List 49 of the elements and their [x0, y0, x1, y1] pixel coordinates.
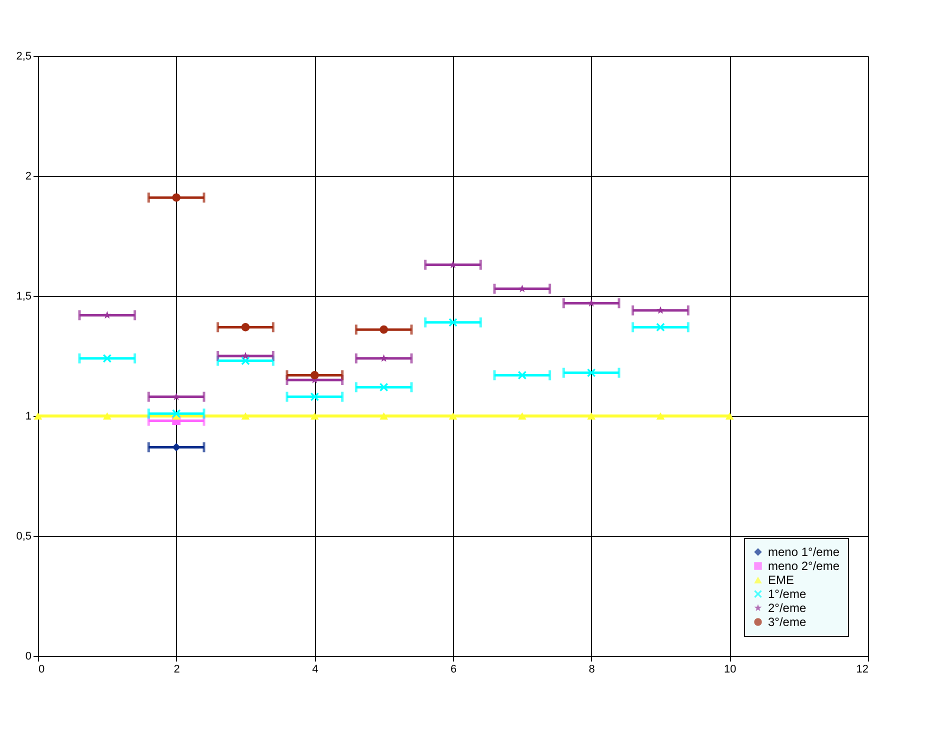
point: [102, 412, 112, 420]
point: [725, 412, 734, 420]
legend-label: 2°/eme: [768, 601, 806, 615]
point: [310, 392, 319, 401]
y-tick-label: 1: [25, 410, 32, 422]
x-tick-label: 2: [174, 664, 180, 676]
point: [380, 383, 388, 392]
point: [587, 412, 596, 420]
point: [380, 325, 388, 334]
point: [380, 412, 388, 420]
point: [449, 260, 457, 268]
point: [242, 352, 250, 360]
point: [172, 392, 180, 400]
point: [587, 368, 596, 377]
x-tick-label: 12: [856, 664, 868, 676]
legend-label: 1°/eme: [768, 587, 806, 601]
y-tick-label: 0,5: [16, 530, 32, 542]
x-tick-label: 10: [724, 664, 736, 676]
x-tick-label: 0: [38, 664, 45, 676]
point: [310, 371, 319, 380]
y-tick-label: 1,5: [16, 290, 32, 302]
point: [102, 354, 112, 363]
point: [587, 299, 596, 307]
point: [172, 193, 181, 202]
point: [518, 371, 526, 380]
x-tick-label: 6: [450, 664, 457, 676]
legend-label: meno 1°/eme: [768, 545, 840, 559]
point: [241, 356, 250, 365]
point: [656, 306, 664, 314]
point: [656, 412, 665, 420]
y-tick-label: 2: [25, 170, 32, 182]
legend-label: EME: [768, 573, 794, 587]
point: [103, 311, 112, 319]
point: [448, 412, 458, 420]
point: [380, 354, 388, 362]
point: [241, 323, 250, 332]
legend-label: 3°/eme: [768, 615, 806, 629]
x-tick-label: 4: [312, 664, 318, 676]
legend-label: meno 2°/eme: [768, 559, 840, 573]
point: [518, 412, 526, 420]
point: [448, 318, 458, 327]
point: [656, 323, 665, 332]
point: [241, 412, 250, 420]
point: [172, 409, 181, 418]
point: [310, 412, 319, 420]
x-tick-label: 8: [588, 664, 595, 676]
y-tick-label: 0: [25, 650, 32, 662]
point: [518, 284, 526, 292]
y-tick-label: 2,5: [16, 50, 32, 62]
